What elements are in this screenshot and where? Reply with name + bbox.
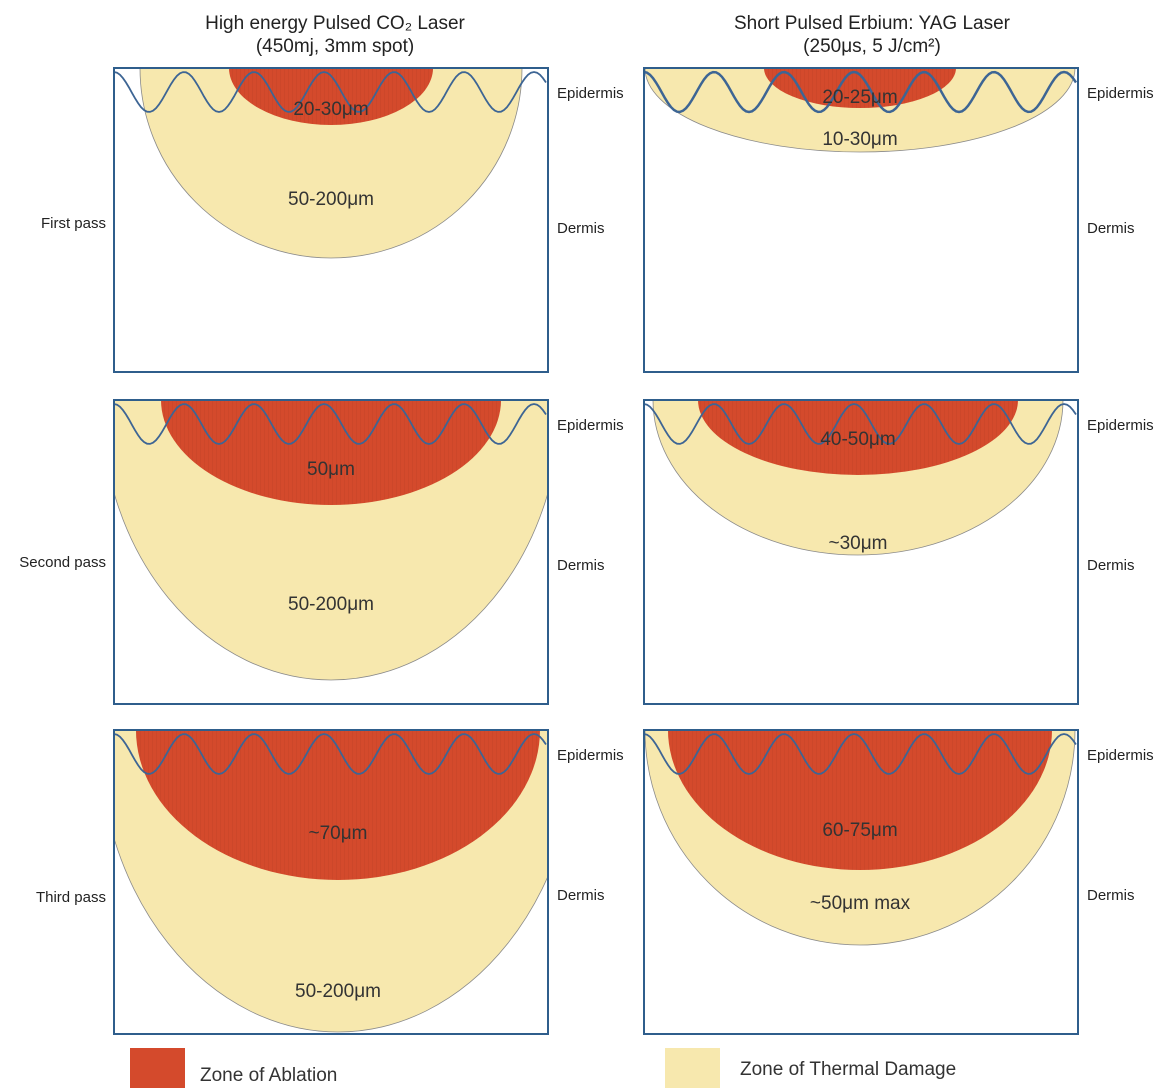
legend-label: Zone of Ablation [200,1065,337,1086]
layer-label: Dermis [1087,557,1135,574]
column-subtitle: (250μs, 5 J/cm²) [803,36,941,57]
ablation-label: 20-30μm [293,99,368,120]
column-subtitle: (450mj, 3mm spot) [256,36,414,57]
thermal-label: ~30μm [828,533,887,554]
ablation-label: 40-50μm [820,429,895,450]
figure: High energy Pulsed CO₂ Laser(450mj, 3mm … [0,0,1167,1088]
layer-label: Dermis [557,220,605,237]
column-title: Short Pulsed Erbium: YAG Laser [734,13,1011,34]
layer-label: Dermis [557,887,605,904]
thermal-label: 50-200μm [295,981,381,1002]
layer-label: Epidermis [1087,747,1154,764]
thermal-label: 10-30μm [822,129,897,150]
row-label: Third pass [36,889,106,906]
thermal-label: 50-200μm [288,189,374,210]
row-label: Second pass [19,554,106,571]
legend-swatch [130,1048,185,1088]
layer-label: Dermis [1087,887,1135,904]
thermal-label: ~50μm max [810,893,911,914]
layer-label: Epidermis [1087,85,1154,102]
column-title: High energy Pulsed CO₂ Laser [205,13,465,34]
layer-label: Dermis [557,557,605,574]
ablation-label: ~70μm [308,823,367,844]
layer-label: Epidermis [557,747,624,764]
layer-label: Epidermis [1087,417,1154,434]
ablation-label: 60-75μm [822,820,897,841]
row-label: First pass [41,215,106,232]
layer-label: Epidermis [557,85,624,102]
thermal-label: 50-200μm [288,594,374,615]
legend-swatch [665,1048,720,1088]
ablation-label: 20-25μm [822,87,897,108]
legend-label: Zone of Thermal Damage [740,1059,956,1080]
ablation-label: 50μm [307,459,355,480]
layer-label: Dermis [1087,220,1135,237]
layer-label: Epidermis [557,417,624,434]
